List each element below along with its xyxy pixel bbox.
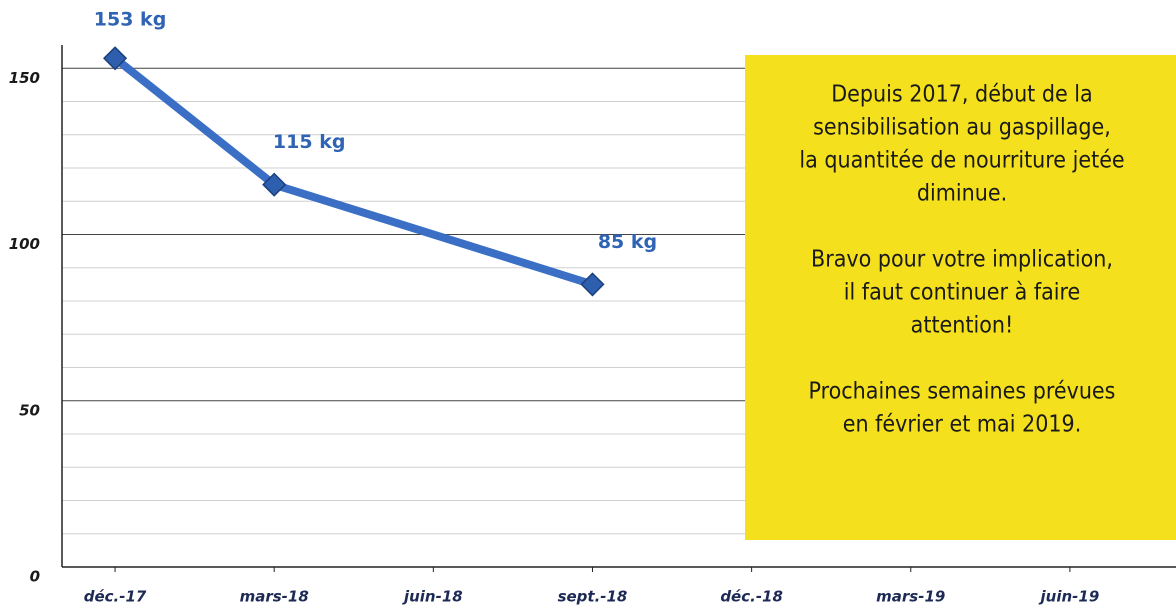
annotation-line: Bravo pour votre implication,: [811, 247, 1113, 273]
data-point: [102, 46, 128, 71]
data-label: 115 kg: [273, 131, 346, 153]
data-point: [262, 172, 287, 197]
annotation-box: [745, 55, 1176, 540]
x-tick-label: mars-18: [240, 588, 309, 606]
annotation-line: diminue.: [917, 181, 1007, 207]
annotation-line: Depuis 2017, début de la: [831, 82, 1093, 108]
annotation-line: Prochaines semaines prévues: [809, 379, 1116, 405]
x-tick-label: sept.-18: [558, 588, 628, 606]
annotation-line: il faut continuer à faire: [844, 280, 1081, 306]
annotation: Depuis 2017, début de la sensibilisation …: [745, 55, 1176, 540]
data-line: [112, 55, 594, 289]
y-tick-label: 50: [19, 401, 40, 419]
x-tick-label: déc.-17: [84, 588, 147, 606]
y-tick-label: 100: [9, 235, 40, 253]
x-tick-label: mars-19: [876, 588, 945, 606]
data-label: 85 kg: [598, 231, 657, 253]
data-point: [580, 272, 605, 297]
x-tick-label: juin-19: [1039, 588, 1100, 606]
x-tick-label: déc.-18: [720, 588, 783, 606]
data-label: 153 kg: [94, 9, 167, 31]
y-tick-label: 150: [9, 69, 40, 87]
y-tick-label: 0: [30, 568, 40, 586]
x-tick-label: juin-18: [402, 588, 463, 606]
annotation-line: sensibilisation au gaspillage,: [813, 115, 1111, 141]
annotation-line: attention!: [911, 313, 1014, 339]
annotation-line: la quantitée de nourriture jetée: [799, 148, 1124, 174]
annotation-line: en février et mai 2019.: [843, 412, 1082, 438]
